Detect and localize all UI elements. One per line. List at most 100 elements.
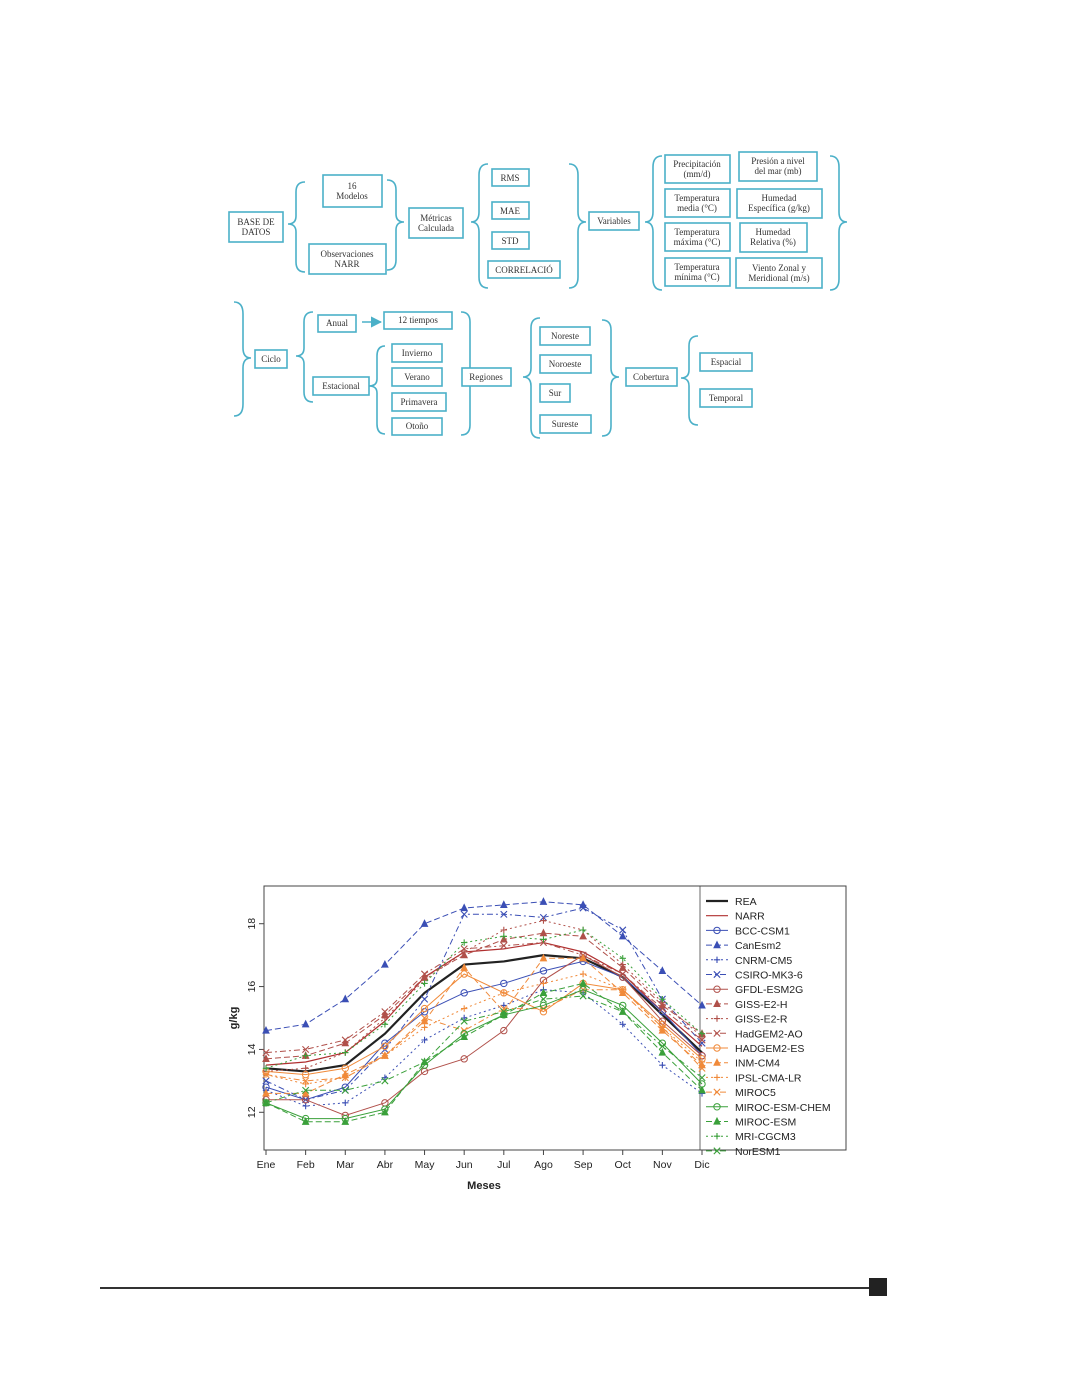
data-point-inm-cm4 xyxy=(262,1088,270,1097)
label-region-1: Noroeste xyxy=(549,359,582,369)
data-point-miroc-esm xyxy=(658,1047,667,1056)
label-variable-0: Precipitación (mm/d) xyxy=(673,159,721,179)
legend-marker-cnrm-cm5 xyxy=(713,956,721,963)
data-point-noresm1 xyxy=(341,1086,349,1094)
data-point-miroc-esm xyxy=(341,1117,350,1125)
data-point-noresm1 xyxy=(539,995,548,1003)
brace-13 xyxy=(680,335,699,426)
legend-marker-miroc-esm xyxy=(713,1116,721,1125)
x-tick-label: Mar xyxy=(336,1159,355,1171)
data-point-giss-e2-h xyxy=(539,928,548,937)
x-tick-label: Feb xyxy=(297,1159,315,1171)
series-line-csiro-mk3-6 xyxy=(265,907,703,1101)
legend-label-miroc5: MIROC5 xyxy=(735,1087,776,1099)
data-point-csiro-mk3-6 xyxy=(579,904,587,912)
label-cobertura-0: Espacial xyxy=(711,357,742,367)
box-ciclo xyxy=(254,349,288,369)
box-viento xyxy=(735,257,823,289)
series-line-gfdl-esm2g xyxy=(266,954,703,1116)
data-point-giss-e2-r xyxy=(381,1014,389,1022)
series-line-giss-e2-r xyxy=(265,920,703,1072)
x-tick-label: Ene xyxy=(257,1159,276,1171)
legend-label-miroc-esm-chem: MIROC-ESM-CHEM xyxy=(735,1102,831,1114)
data-point-cnrm-cm5 xyxy=(659,1061,666,1069)
data-point-mri-cgcm3 xyxy=(619,955,626,962)
data-point-miroc-esm-chem xyxy=(539,1001,548,1010)
data-point-cnrm-cm5 xyxy=(421,1036,428,1044)
box-metricas xyxy=(408,207,464,239)
data-point-noresm1 xyxy=(698,1074,706,1082)
series-line-inm-cm4 xyxy=(266,957,703,1094)
box-invierno xyxy=(391,343,443,363)
series-line-ipsl-cma-lr xyxy=(265,973,703,1085)
data-point-mri-cgcm3 xyxy=(659,995,666,1003)
legend-marker-csiro-mk3-6 xyxy=(713,970,721,979)
brace-4 xyxy=(568,163,587,289)
label-tiempos: 12 tiempos xyxy=(398,315,438,325)
data-point-miroc-esm xyxy=(499,1010,508,1018)
label-anual: Anual xyxy=(326,318,348,328)
legend-label-canesm2: CanEsm2 xyxy=(735,940,781,952)
label-ciclo: Ciclo xyxy=(261,354,281,364)
data-point-ipsl-cma-lr xyxy=(579,970,587,978)
legend-marker-giss-e2-h xyxy=(713,999,721,1007)
x-tick-label: Dic xyxy=(694,1159,709,1171)
data-point-canesm2 xyxy=(658,966,667,974)
label-metric-0: RMS xyxy=(500,173,519,183)
legend-label-bcc-csm1: BCC-CSM1 xyxy=(735,925,790,937)
data-point-canesm2 xyxy=(539,897,548,905)
data-point-hadgem2-ao xyxy=(698,1036,706,1044)
data-point-miroc5 xyxy=(302,1077,310,1085)
legend-label-csiro-mk3-6: CSIRO-MK3-6 xyxy=(735,970,803,982)
data-point-giss-e2-r xyxy=(460,948,468,956)
brace-8 xyxy=(295,311,314,403)
data-point-canesm2 xyxy=(341,994,350,1003)
data-point-hadgem2-ao xyxy=(420,970,429,978)
data-point-csiro-mk3-6 xyxy=(500,910,508,918)
legend-marker-hadgem2-ao xyxy=(713,1029,721,1037)
data-point-cnrm-cm5 xyxy=(381,1074,389,1081)
legend-label-hadgem2-ao: HadGEM2-AO xyxy=(735,1028,803,1040)
data-point-noresm1 xyxy=(619,1008,627,1016)
legend-marker-gfdl-esm2g xyxy=(713,985,721,993)
data-point-miroc5 xyxy=(658,1023,666,1032)
box-variables xyxy=(588,211,640,231)
data-point-bcc-csm1 xyxy=(539,967,548,975)
data-point-hadgem2-es xyxy=(381,1042,389,1050)
series-line-noresm1 xyxy=(265,995,703,1104)
label-variable-6: Temperatura mínima (°C) xyxy=(674,262,719,282)
legend-label-giss-e2-r: GISS-E2-R xyxy=(735,1014,788,1026)
box-temporal xyxy=(699,388,753,408)
data-point-hadgem2-es xyxy=(301,1070,310,1079)
page-marker xyxy=(869,1278,887,1296)
label-season-1: Verano xyxy=(404,372,430,382)
box-base-datos xyxy=(228,211,284,243)
x-tick-label: Jun xyxy=(456,1159,473,1171)
data-point-noresm1 xyxy=(460,1017,468,1025)
label-modelos: 16 Modelos xyxy=(336,181,368,201)
data-point-noresm1 xyxy=(420,1058,429,1066)
brace-6 xyxy=(829,155,848,291)
legend-marker-canesm2 xyxy=(713,940,721,949)
box-rms xyxy=(491,168,530,187)
data-point-canesm2 xyxy=(618,931,627,940)
legend-label-cnrm-cm5: CNRM-CM5 xyxy=(735,955,792,967)
data-point-canesm2 xyxy=(301,1019,310,1028)
label-variable-4: Temperatura máxima (°C) xyxy=(674,227,721,247)
x-tick-label: Ago xyxy=(534,1159,553,1171)
box-otono xyxy=(391,417,443,436)
label-variable-1: Presión a nivel del mar (mb) xyxy=(751,156,805,176)
data-point-csiro-mk3-6 xyxy=(619,926,627,934)
data-point-miroc5 xyxy=(500,1004,508,1013)
box-temp-media xyxy=(664,188,731,218)
data-point-ipsl-cma-lr xyxy=(421,1024,428,1031)
data-point-hadgem2-ao xyxy=(341,1036,349,1044)
data-point-ipsl-cma-lr xyxy=(540,980,547,987)
data-point-mri-cgcm3 xyxy=(342,1049,349,1056)
series-line-miroc5 xyxy=(265,989,703,1082)
box-modelos xyxy=(322,174,383,208)
data-point-bcc-csm1 xyxy=(500,979,508,988)
data-point-giss-e2-h xyxy=(262,1054,270,1062)
box-mae xyxy=(491,201,530,220)
data-point-csiro-mk3-6 xyxy=(698,1039,706,1047)
